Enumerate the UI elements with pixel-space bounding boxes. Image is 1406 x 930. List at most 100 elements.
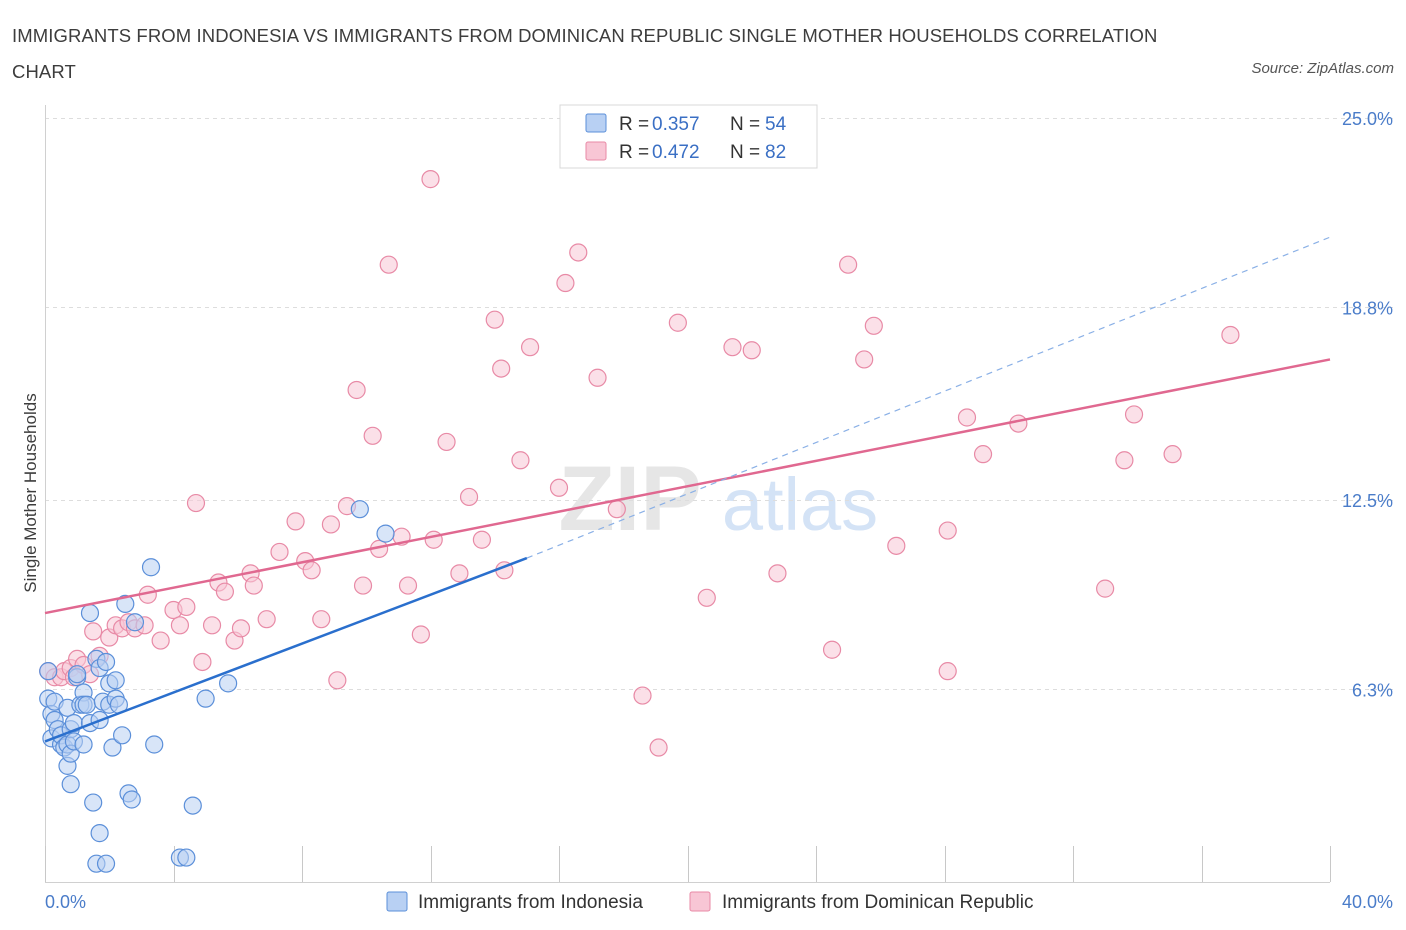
point-dominican-40 <box>347 380 366 400</box>
point-indonesia-30 <box>90 824 109 843</box>
x-tick-labels: 0.0% 40.0% <box>45 892 1393 912</box>
point-indonesia-54 <box>350 500 369 519</box>
point-indonesia-42 <box>112 726 132 745</box>
point-dominican-69 <box>742 341 761 360</box>
legend-r-label-indonesia: R = <box>619 114 649 135</box>
point-dominican-78 <box>957 408 977 427</box>
x-tick-label-0: 0.0% <box>45 892 86 912</box>
point-dominican-24 <box>202 616 222 635</box>
legend-r-value-dominican: 0.472 <box>652 142 700 163</box>
point-dominican-44 <box>379 255 398 274</box>
bottom-legend-label-dominican: Immigrants from Dominican Republic <box>722 892 1034 913</box>
point-dominican-28 <box>231 619 251 638</box>
source-label: Source: ZipAtlas.com <box>1251 60 1394 77</box>
point-dominican-68 <box>723 338 742 357</box>
point-dominican-47 <box>411 625 430 644</box>
point-dominican-59 <box>549 478 569 497</box>
point-indonesia-40 <box>106 671 125 690</box>
point-dominican-84 <box>1163 445 1182 464</box>
point-dominican-75 <box>887 536 906 555</box>
point-dominican-55 <box>492 359 511 378</box>
point-indonesia-35 <box>96 854 116 873</box>
point-dominican-50 <box>437 432 456 452</box>
point-indonesia-21 <box>74 735 93 754</box>
point-dominican-60 <box>556 273 575 293</box>
point-indonesia-24 <box>77 695 96 714</box>
point-dominican-22 <box>186 493 206 513</box>
grid <box>45 118 1395 690</box>
point-dominican-48 <box>421 170 440 189</box>
point-dominican-26 <box>215 582 234 601</box>
point-indonesia-25 <box>80 603 100 623</box>
point-indonesia-47 <box>141 558 161 577</box>
point-dominican-66 <box>668 313 687 332</box>
y-tick-labels: 6.3% 12.5% 18.8% 25.0% <box>1342 109 1393 700</box>
point-indonesia-51 <box>183 796 202 815</box>
point-dominican-74 <box>864 316 883 335</box>
point-dominican-32 <box>270 542 289 562</box>
point-dominican-80 <box>1009 414 1028 433</box>
point-dominican-58 <box>520 338 540 357</box>
point-indonesia-50 <box>177 848 196 867</box>
point-dominican-70 <box>768 564 787 583</box>
point-indonesia-19 <box>68 665 87 684</box>
point-dominican-67 <box>697 588 716 607</box>
point-dominican-73 <box>855 350 874 369</box>
legend-swatch-indonesia <box>585 113 607 133</box>
point-dominican-79 <box>973 445 993 464</box>
point-dominican-76 <box>938 662 957 681</box>
point-dominican-33 <box>286 512 305 531</box>
point-indonesia-48 <box>145 735 164 754</box>
bottom-legend-swatch-indonesia <box>386 891 408 912</box>
bottom-legend: Immigrants from Indonesia Immigrants fro… <box>386 891 1034 913</box>
watermark-atlas: atlas <box>722 463 878 546</box>
point-dominican-57 <box>511 451 530 470</box>
point-dominican-61 <box>569 243 588 262</box>
watermark-zip: ZIP <box>558 448 701 550</box>
trend-line-indonesia <box>44 556 528 743</box>
watermark: ZIP atlas <box>558 448 878 550</box>
point-dominican-53 <box>472 530 491 549</box>
legend-swatch-dominican <box>585 141 607 161</box>
point-indonesia-52 <box>196 689 215 708</box>
point-dominican-62 <box>588 368 607 387</box>
point-dominican-41 <box>353 576 373 595</box>
series-indonesia-points <box>39 500 395 873</box>
bottom-legend-label-indonesia: Immigrants from Indonesia <box>418 892 643 913</box>
point-indonesia-34 <box>96 652 116 672</box>
chart-title: IMMIGRANTS FROM INDONESIA VS IMMIGRANTS … <box>12 25 1158 82</box>
legend-n-value-indonesia: 54 <box>765 114 787 135</box>
point-dominican-72 <box>839 255 858 274</box>
y-tick-label-0: 6.3% <box>1352 680 1393 700</box>
point-dominican-82 <box>1115 451 1134 470</box>
point-indonesia-15 <box>61 775 80 794</box>
trend-lines <box>44 236 1331 743</box>
legend-n-label-dominican: N = <box>730 142 760 163</box>
y-tick-label-2: 18.8% <box>1342 298 1393 318</box>
trend-line-dominican <box>44 358 1331 615</box>
point-dominican-77 <box>938 521 957 540</box>
legend-r-label-dominican: R = <box>619 142 649 163</box>
point-dominican-81 <box>1096 579 1115 598</box>
point-dominican-65 <box>649 738 668 757</box>
legend-n-value-dominican: 82 <box>765 142 786 163</box>
point-dominican-35 <box>302 561 321 580</box>
point-dominican-31 <box>257 610 276 629</box>
point-dominican-85 <box>1221 325 1240 345</box>
legend: R = 0.357 N = 54 R = 0.472 N = 82 <box>559 104 818 169</box>
point-dominican-64 <box>633 686 652 705</box>
point-dominican-38 <box>328 671 347 690</box>
point-dominican-20 <box>170 616 190 635</box>
point-dominican-9 <box>84 622 103 641</box>
point-dominican-23 <box>193 652 212 672</box>
point-dominican-18 <box>151 631 170 650</box>
y-tick-label-1: 12.5% <box>1342 491 1393 511</box>
point-indonesia-27 <box>84 793 103 812</box>
point-dominican-36 <box>312 610 331 629</box>
legend-n-label-indonesia: N = <box>730 114 760 135</box>
point-dominican-52 <box>459 487 479 507</box>
point-dominican-63 <box>607 500 626 519</box>
point-dominican-30 <box>244 576 263 595</box>
point-indonesia-38 <box>103 738 122 757</box>
